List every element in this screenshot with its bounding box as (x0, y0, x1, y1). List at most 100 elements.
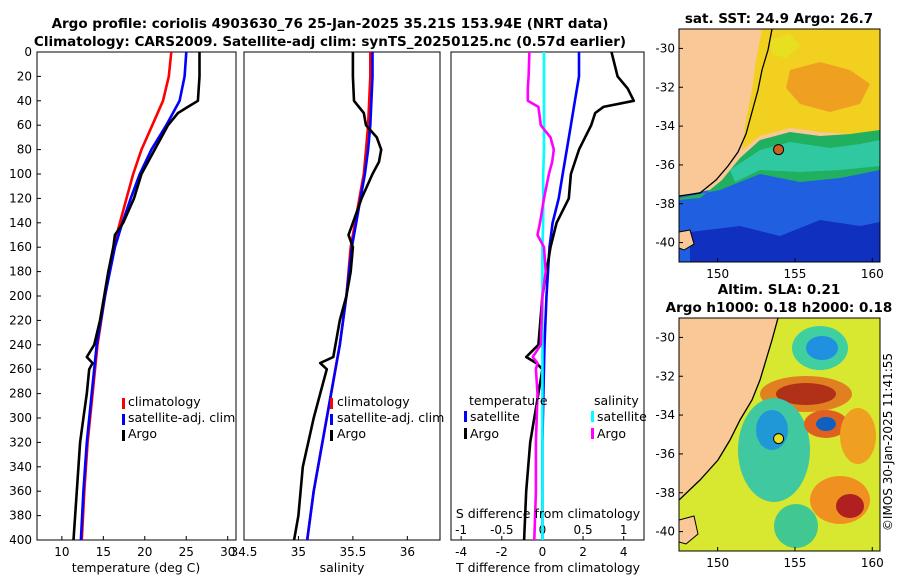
imos-stamp: ©IMOS 30-Jan-2025 11:41:55 (881, 353, 895, 531)
sla-low-1-core (806, 336, 838, 360)
lat-tick-label: -36 (655, 158, 675, 172)
x-tick-label: 2 (579, 545, 587, 559)
legend-swatch-climatology (122, 398, 125, 409)
depth-tick-label: 220 (9, 313, 32, 327)
temperature-axes-box (36, 51, 237, 541)
x-tick-label: 34.5 (231, 545, 258, 559)
series-line-argo (72, 52, 201, 540)
x-tick-label: 20 (137, 545, 152, 559)
legend-label-satellite: satellite-adj. clim (128, 410, 235, 425)
t-difference-label: T difference from climatology (455, 560, 641, 575)
lon-tick-label: 155 (784, 556, 807, 570)
x2-tick-label: 0.5 (574, 523, 593, 537)
lon-tick-label: 160 (861, 267, 884, 281)
x-tick-label: 30 (220, 545, 235, 559)
x-tick-label: -4 (455, 545, 467, 559)
depth-tick-label: 60 (17, 118, 32, 132)
depth-tick-label: 340 (9, 460, 32, 474)
lon-tick-label: 150 (706, 556, 729, 570)
sla-map-frame (678, 317, 881, 552)
legend-swatch-s-argo (591, 428, 594, 439)
sla-low-4 (774, 504, 818, 548)
salinity-panel: 34.5 35 35.5 36 salinity climatology satell… (231, 51, 444, 575)
s-difference-label: S difference from climatology (456, 506, 641, 521)
x-tick-label: 25 (179, 545, 194, 559)
depth-tick-label: 300 (9, 411, 32, 425)
series-line-argo (292, 52, 383, 540)
legend-title-temperature: temperature (469, 393, 548, 408)
sla-low-2-core (756, 410, 788, 450)
lat-tick-label: -38 (655, 486, 675, 500)
depth-tick-label: 40 (17, 94, 32, 108)
depth-tick-label: 80 (17, 143, 32, 157)
legend-label-t-satellite: satellite (470, 409, 520, 424)
legend-label-climatology: climatology (337, 394, 410, 409)
x-tick-label: 4 (620, 545, 628, 559)
lon-tick-label: 160 (861, 556, 884, 570)
legend-swatch-satellite (122, 414, 125, 425)
depth-tick-label: 180 (9, 265, 32, 279)
depth-tick-label: 240 (9, 338, 32, 352)
mid-water-cyan-patch (730, 140, 880, 182)
depth-tick-label: 0 (24, 45, 32, 59)
depth-tick-label: 280 (9, 387, 32, 401)
legend-label-s-argo: Argo (597, 426, 626, 441)
temperature-panel: 0 20 40 60 80 100 120 140 160 180 200 220 240 260 280 3… (9, 45, 455, 575)
legend-swatch-climatology (330, 398, 333, 409)
sst-map-title: sat. SST: 24.9 Argo: 26.7 (685, 11, 873, 27)
sla-map: Altim. SLA: 0.21 Argo h1000: 0.18 h2000:… (655, 282, 892, 570)
title-line-1: Argo profile: coriolis 4903630_76 25-Jan… (52, 16, 609, 32)
legend-swatch-argo (330, 430, 333, 441)
depth-tick-label: 380 (9, 509, 32, 523)
x2-tick-label: 1 (620, 523, 628, 537)
sla-map-axes: 150 155 160 -40 -38 -36 -34 -32 -30 (655, 330, 883, 570)
island (679, 229, 695, 251)
title-line-2: Climatology: CARS2009. Satellite-adj cli… (34, 34, 626, 50)
sla-high-4-core (836, 494, 864, 518)
x-tick-label: 15 (96, 545, 111, 559)
depth-tick-label: 20 (17, 69, 32, 83)
warm-water-patch (770, 34, 800, 58)
legend-swatch-argo (122, 430, 125, 441)
depth-tick-label: 140 (9, 216, 32, 230)
x-tick-label: 35 (291, 545, 306, 559)
depth-tick-label: 400 (9, 533, 32, 547)
island (679, 515, 699, 545)
x2-tick-label: -1 (455, 523, 467, 537)
lat-tick-label: -38 (655, 197, 675, 211)
legend-swatch-s-satellite (591, 411, 594, 422)
temperature-x-axis: 10 15 20 25 30 (54, 536, 235, 559)
temperature-legend: climatology satellite-adj. clim Argo (122, 394, 235, 441)
sst-map-axes: 150 155 160 -40 -38 -36 -34 -32 -30 (655, 41, 883, 281)
difference-legend: temperature satellite Argo salinity sate… (464, 393, 647, 441)
lat-tick-label: -40 (655, 236, 675, 250)
coastline (679, 318, 779, 501)
legend-swatch-t-satellite (464, 411, 467, 422)
temperature-x-label: temperature (deg C) (72, 560, 201, 575)
series-line-temperature-argo (522, 52, 636, 540)
lat-tick-label: -40 (655, 525, 675, 539)
sst-map: sat. SST: 24.9 Argo: 26.7 150 155 160 -40 -3… (655, 11, 883, 281)
x-tick-label: 0 (539, 545, 547, 559)
legend-label-argo: Argo (128, 426, 157, 441)
salinity-legend: climatology satellite-adj. clim Argo (330, 394, 444, 441)
lat-tick-label: -32 (655, 80, 675, 94)
series-line-salinity-argo (526, 52, 556, 540)
x-tick-label: -2 (496, 545, 508, 559)
x2-tick-label: -0.5 (490, 523, 513, 537)
depth-tick-label: 360 (9, 484, 32, 498)
series-line-satellite-adj-clim (305, 52, 374, 540)
sst-map-field (679, 29, 880, 262)
x-tick-label: 10 (54, 545, 69, 559)
depth-tick-label: 100 (9, 167, 32, 181)
cold-water-core (690, 220, 880, 262)
legend-swatch-t-argo (464, 428, 467, 439)
sla-map-title-1: Altim. SLA: 0.21 (718, 282, 840, 298)
x-tick-label: 36 (400, 545, 415, 559)
legend-label-t-argo: Argo (470, 426, 499, 441)
depth-tick-label: 120 (9, 191, 32, 205)
depth-tick-label: 320 (9, 435, 32, 449)
sla-low-3 (816, 417, 836, 431)
series-line-salinity-satellite (541, 52, 546, 540)
